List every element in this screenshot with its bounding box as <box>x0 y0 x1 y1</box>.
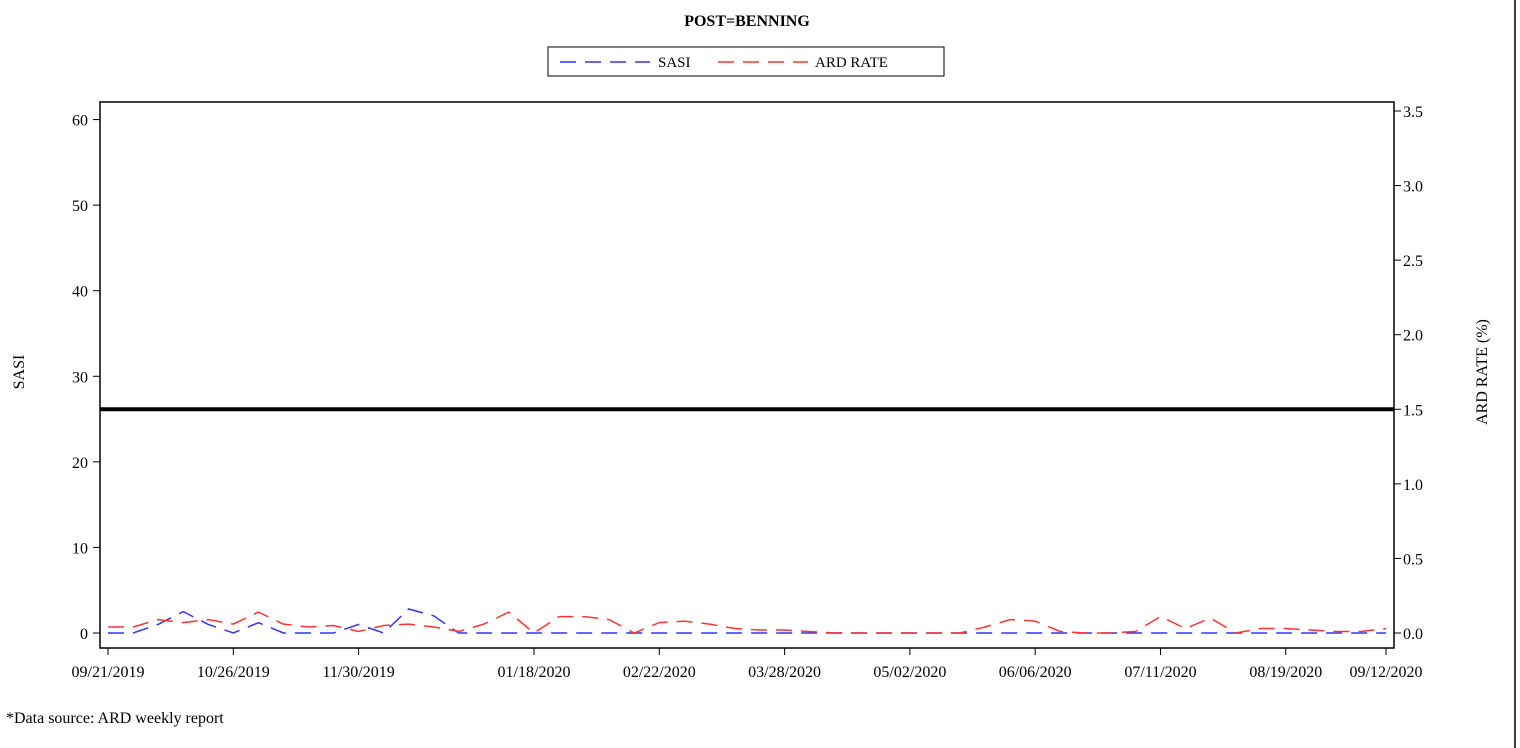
y2-tick-label: 2.5 <box>1403 253 1423 270</box>
y-tick-label: 50 <box>72 198 88 215</box>
x-axis: 09/21/2019 10/26/2019 11/30/2019 01/18/2020… <box>72 648 1423 681</box>
legend: SASI ARD RATE <box>547 46 945 77</box>
plot-frame <box>99 101 1395 649</box>
y2-tick-label: 0.5 <box>1403 551 1423 568</box>
y2-tick-label: 0.0 <box>1403 626 1423 643</box>
series-line-sasi <box>108 608 1386 634</box>
series-line-ard-rate <box>108 611 1387 634</box>
x-tick-label: 09/21/2019 <box>72 664 145 681</box>
footnote: *Data source: ARD weekly report <box>6 710 224 727</box>
x-tick-label: 06/06/2020 <box>999 664 1072 681</box>
x-tick-label: 09/12/2020 <box>1350 664 1423 681</box>
y-axis-right: 0.0 0.5 1.0 1.5 2.0 2.5 3.0 3.5 <box>1394 104 1423 643</box>
y-tick-label: 0 <box>80 626 88 643</box>
legend-label-ard-rate: ARD RATE <box>815 55 888 71</box>
x-tick-label: 08/19/2020 <box>1249 664 1322 681</box>
chart-title: POST=BENNING <box>684 13 810 30</box>
legend-box <box>547 46 945 77</box>
y2-tick-label: 1.0 <box>1403 477 1423 494</box>
legend-label-sasi: SASI <box>658 55 691 71</box>
x-tick-label: 03/28/2020 <box>748 664 821 681</box>
x-tick-label: 02/22/2020 <box>623 664 696 681</box>
y2-tick-label: 1.5 <box>1403 402 1423 419</box>
x-tick-label: 11/30/2019 <box>322 664 394 681</box>
y-tick-label: 10 <box>72 540 88 557</box>
x-tick-label: 10/26/2019 <box>197 664 270 681</box>
x-tick-label: 01/18/2020 <box>498 664 571 681</box>
y-tick-label: 40 <box>72 284 88 301</box>
y2-tick-label: 3.5 <box>1403 104 1423 121</box>
y2-tick-label: 2.0 <box>1403 328 1423 345</box>
y-axis-left: 0 10 20 30 40 50 60 <box>72 113 100 643</box>
y-tick-label: 60 <box>72 113 88 130</box>
y-axis-title: SASI <box>11 355 28 390</box>
x-tick-label: 07/11/2020 <box>1124 664 1196 681</box>
y2-tick-label: 3.0 <box>1403 179 1423 196</box>
y-tick-label: 20 <box>72 455 88 472</box>
x-tick-label: 05/02/2020 <box>873 664 946 681</box>
y-tick-label: 30 <box>72 369 88 386</box>
y2-axis-title: ARD RATE (%) <box>1474 319 1491 425</box>
